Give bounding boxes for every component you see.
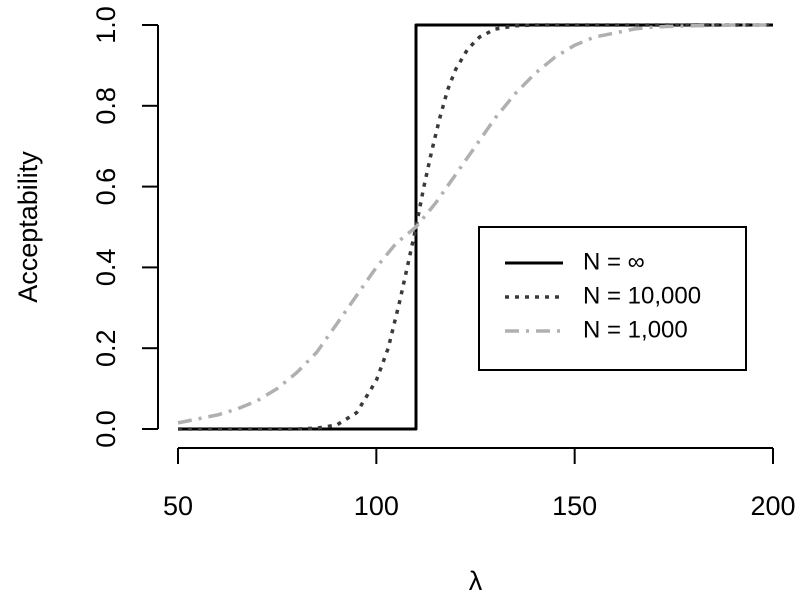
legend: N = ∞ N = 10,000 N = 1,000 [478, 226, 747, 371]
x-axis: 50 100 150 200 [163, 447, 796, 521]
legend-label: N = 10,000 [583, 282, 701, 309]
y-tick-label: 0.4 [91, 249, 121, 287]
legend-label: N = 1,000 [583, 316, 688, 343]
y-tick-label: 1.0 [91, 6, 121, 44]
legend-box [478, 226, 747, 371]
legend-label: N = ∞ [583, 248, 645, 275]
y-tick-label: 0.0 [91, 410, 121, 448]
x-tick-label: 50 [163, 491, 193, 521]
plot-lines [177, 23, 773, 431]
x-tick-label: 200 [750, 491, 795, 521]
y-tick-label: 0.8 [91, 87, 121, 125]
y-axis-title: Acceptability [13, 151, 43, 303]
series-line-2 [178, 23, 773, 431]
series-line-3 [177, 23, 773, 425]
y-axis: 0.0 0.2 0.4 0.6 0.8 1.0 [91, 6, 159, 448]
x-tick-label: 100 [354, 491, 399, 521]
y-tick-label: 0.6 [91, 168, 121, 206]
x-tick-label: 150 [552, 491, 597, 521]
x-axis-title: λ [469, 566, 483, 596]
y-tick-label: 0.2 [91, 329, 121, 367]
